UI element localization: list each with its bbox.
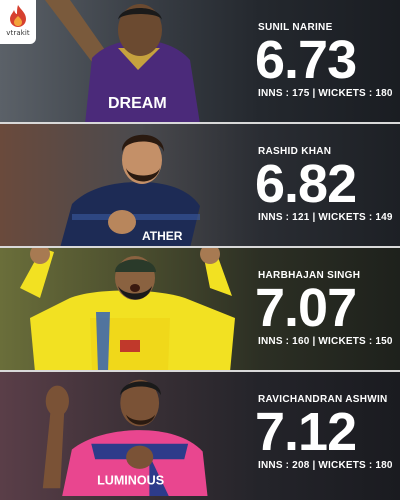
- panel-divider: [0, 122, 400, 124]
- economy-rate: 7.12: [255, 402, 357, 462]
- jersey-text: LUMINOUS: [97, 473, 164, 487]
- player-photo: LUMINOUS: [42, 379, 208, 496]
- player-photo: DREAM: [45, 0, 200, 124]
- player-name: RAVICHANDRAN ASHWIN: [258, 394, 388, 405]
- player-photo: [20, 248, 235, 372]
- player-card-4: LUMINOUS RAVICHANDRAN ASHWIN 7.12 INNS :…: [0, 372, 400, 500]
- player-stats: INNS : 160 | WICKETS : 150: [258, 336, 393, 347]
- economy-rate: 6.82: [255, 154, 357, 214]
- panel-divider: [0, 246, 400, 248]
- brand-name: vtrakit: [6, 29, 30, 37]
- player-stats: INNS : 121 | WICKETS : 149: [258, 212, 393, 223]
- panel-divider: [0, 370, 400, 372]
- player-name: SUNIL NARINE: [258, 22, 333, 33]
- player-card-1: DREAM SUNIL NARINE 6.73 INNS : 175 | WIC…: [0, 0, 400, 124]
- player-name: RASHID KHAN: [258, 146, 332, 157]
- player-card-3: HARBHAJAN SINGH 7.07 INNS : 160 | WICKET…: [0, 248, 400, 372]
- player-stats: INNS : 175 | WICKETS : 180: [258, 88, 393, 99]
- player-card-2: ATHER RASHID KHAN 6.82 INNS : 121 | WICK…: [0, 124, 400, 248]
- jersey-text: ATHER: [142, 229, 183, 243]
- brand-logo: vtrakit: [0, 0, 36, 44]
- economy-rate: 6.73: [255, 30, 357, 90]
- player-name: HARBHAJAN SINGH: [258, 270, 361, 281]
- economy-rate: 7.07: [255, 278, 357, 338]
- player-photo: ATHER: [60, 134, 200, 248]
- flame-logo-icon: [10, 5, 26, 27]
- player-stats: INNS : 208 | WICKETS : 180: [258, 460, 393, 471]
- jersey-text: DREAM: [108, 95, 167, 112]
